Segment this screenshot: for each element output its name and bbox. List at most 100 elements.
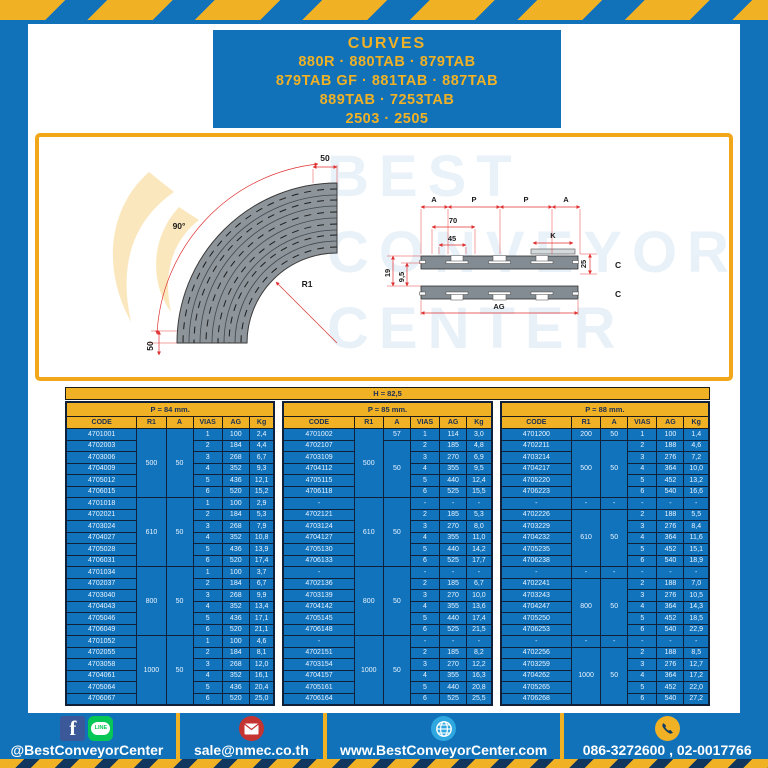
ag-cell: - bbox=[656, 497, 685, 510]
c-bottom-label: C bbox=[615, 289, 621, 299]
footer-phone: 086-3272600 , 02-0017766 bbox=[566, 713, 768, 759]
code-cell: 4705220 bbox=[500, 474, 572, 487]
table-row: 4706031 6 520 17,4 bbox=[65, 554, 275, 567]
a-cell: - bbox=[600, 635, 629, 648]
table-row: 4706133 6 525 17,7 bbox=[282, 554, 493, 567]
kg-cell: 13,6 bbox=[466, 600, 493, 613]
a-cell: 50 bbox=[165, 497, 194, 567]
vias-cell: 2 bbox=[192, 508, 223, 521]
r1-cell: 610 bbox=[136, 497, 167, 567]
phone-icon[interactable] bbox=[654, 716, 680, 741]
table-row: 4702121 2 185 5,3 bbox=[282, 508, 493, 521]
globe-icon[interactable] bbox=[431, 716, 457, 741]
drawing-panel: BEST CONVEYOR CENTER bbox=[35, 133, 733, 381]
kg-cell: 14,2 bbox=[466, 543, 493, 556]
dim-19: 19 bbox=[383, 269, 392, 277]
social-handle[interactable]: @BestConveyorCenter bbox=[10, 742, 164, 758]
kg-cell: 5,5 bbox=[683, 508, 710, 521]
table-row: 4703124 3 270 8,0 bbox=[282, 520, 493, 533]
kg-cell: 16,1 bbox=[248, 669, 275, 682]
table-row: 4704142 4 355 13,6 bbox=[282, 600, 493, 613]
column-header: CODE bbox=[500, 416, 572, 429]
vias-cell: 3 bbox=[192, 451, 223, 464]
code-cell: 4706268 bbox=[500, 692, 572, 706]
technical-drawing: 90° 50 50 R1 bbox=[112, 153, 621, 356]
kg-cell: 22,0 bbox=[683, 681, 710, 694]
code-cell: 4703058 bbox=[65, 658, 138, 671]
vias-cell: 4 bbox=[627, 531, 658, 544]
a-cell: 50 bbox=[382, 497, 411, 567]
model-list-line: 2503 · 2505 bbox=[345, 111, 429, 127]
title-block: CURVES 880R · 880TAB · 879TAB 879TAB GF … bbox=[213, 30, 561, 128]
ag-cell: 184 bbox=[221, 439, 250, 452]
code-cell: 4705250 bbox=[500, 612, 572, 625]
table-row: 4704217 4 364 10,0 bbox=[500, 462, 710, 475]
table-row: 4703024 3 268 7,9 bbox=[65, 520, 275, 533]
kg-cell: 4,6 bbox=[683, 439, 710, 452]
line-icon[interactable]: LINE bbox=[88, 716, 114, 741]
table-row: 4701002 500 57 1 114 3,0 bbox=[282, 428, 493, 498]
ag-cell: 440 bbox=[439, 474, 468, 487]
code-cell: 4705028 bbox=[65, 543, 138, 556]
a-cell: 50 bbox=[165, 428, 194, 498]
table-title: P = 85 mm. bbox=[282, 401, 493, 417]
code-cell: 4704142 bbox=[282, 600, 355, 613]
email-text[interactable]: sale@nmec.co.th bbox=[193, 742, 309, 758]
table-row: 4705046 5 436 17,1 bbox=[65, 612, 275, 625]
kg-cell: 2,9 bbox=[248, 497, 275, 510]
phone-numbers[interactable]: 086-3272600 , 02-0017766 bbox=[582, 742, 752, 758]
ag-cell: 100 bbox=[221, 428, 250, 441]
ag-cell: 188 bbox=[656, 508, 685, 521]
kg-cell: 12,1 bbox=[248, 474, 275, 487]
angle-label: 90° bbox=[173, 221, 186, 231]
table-title: P = 88 mm. bbox=[500, 401, 710, 417]
table-row: 4701052 1000 50 1 100 4,6 bbox=[65, 635, 275, 706]
ag-cell: 525 bbox=[439, 554, 468, 567]
ag-cell: - bbox=[439, 566, 468, 579]
table-row: 4704232 4 364 11,6 bbox=[500, 531, 710, 544]
code-cell: 4706148 bbox=[282, 623, 355, 636]
code-cell: 4701018 bbox=[65, 497, 138, 510]
kg-cell: 4,4 bbox=[248, 439, 275, 452]
ag-cell: 185 bbox=[439, 646, 468, 659]
column-header: AG bbox=[439, 416, 468, 429]
dim-ag: AG bbox=[493, 302, 504, 311]
ag-cell: 452 bbox=[656, 612, 685, 625]
hazard-stripe-top bbox=[0, 0, 768, 20]
code-cell: - bbox=[282, 635, 355, 648]
vias-cell: 4 bbox=[192, 669, 223, 682]
ag-cell: 352 bbox=[221, 669, 250, 682]
code-cell: 4702256 bbox=[500, 646, 572, 659]
table-row: 4705235 5 452 15,1 bbox=[500, 543, 710, 556]
ag-cell: 364 bbox=[656, 669, 685, 682]
a-cell: 50 bbox=[600, 428, 629, 441]
table-row: 4704262 4 364 17,2 bbox=[500, 669, 710, 682]
kg-cell: 3,7 bbox=[248, 566, 275, 579]
website-text[interactable]: www.BestConveyorCenter.com bbox=[340, 742, 548, 758]
code-cell: 4704157 bbox=[282, 669, 355, 682]
code-cell: 4706067 bbox=[65, 692, 138, 706]
vias-cell: 5 bbox=[627, 681, 658, 694]
mail-icon[interactable] bbox=[238, 716, 264, 741]
code-cell: 4706049 bbox=[65, 623, 138, 636]
dim-p-left: P bbox=[471, 195, 476, 204]
vias-cell: 3 bbox=[409, 451, 441, 464]
kg-cell: 8,2 bbox=[466, 646, 493, 659]
ag-cell: 364 bbox=[656, 531, 685, 544]
code-cell: 4702037 bbox=[65, 577, 138, 590]
table-row: 4701200 200 50 1 100 1,4 bbox=[500, 428, 710, 441]
a-cell: 50 bbox=[382, 566, 411, 636]
facebook-icon[interactable]: f bbox=[60, 716, 86, 741]
table-row: 4704112 4 355 9,5 bbox=[282, 462, 493, 475]
table-title-row: P = 88 mm. bbox=[500, 401, 710, 417]
ag-cell: 100 bbox=[656, 428, 685, 441]
table-title: P = 84 mm. bbox=[65, 401, 275, 417]
dim-70: 70 bbox=[449, 216, 457, 225]
ag-cell: 440 bbox=[439, 681, 468, 694]
table-p84: P = 84 mm. CODE R1 A VIAS AG Kg 4701001 500 50 1 10… bbox=[65, 401, 276, 706]
ag-cell: 268 bbox=[221, 520, 250, 533]
code-cell: 4706253 bbox=[500, 623, 572, 636]
vias-cell: 1 bbox=[627, 428, 658, 441]
kg-cell: 10,0 bbox=[683, 462, 710, 475]
table-row: 4706015 6 520 15,2 bbox=[65, 485, 275, 498]
